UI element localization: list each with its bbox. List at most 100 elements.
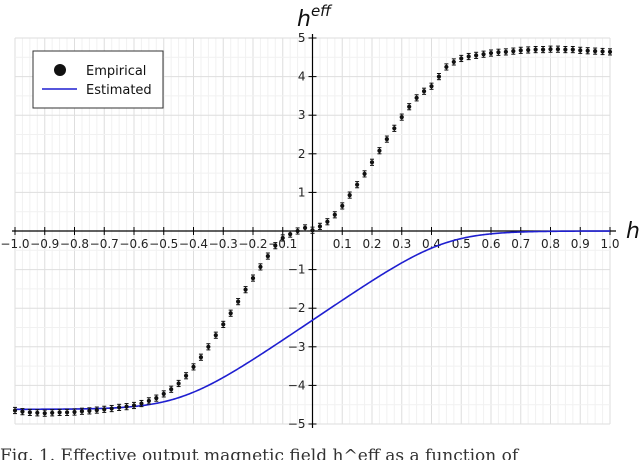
empirical-marker [154, 396, 159, 401]
empirical-point [258, 263, 263, 271]
empirical-point [414, 94, 419, 102]
empirical-point [392, 124, 397, 132]
y-tick-label: −2 [288, 301, 306, 315]
empirical-point [399, 113, 404, 121]
empirical-marker [258, 264, 263, 269]
empirical-point [250, 274, 256, 282]
empirical-marker [585, 48, 590, 53]
empirical-marker [183, 373, 189, 378]
empirical-marker [332, 212, 337, 217]
empirical-point [429, 82, 434, 90]
empirical-point [563, 45, 568, 54]
empirical-point [444, 63, 449, 71]
empirical-point [585, 47, 590, 55]
empirical-marker [436, 74, 442, 79]
empirical-point [72, 408, 77, 416]
empirical-point [12, 406, 18, 415]
empirical-point [183, 372, 189, 380]
empirical-marker [392, 126, 397, 131]
empirical-point [369, 158, 375, 166]
empirical-marker [369, 160, 375, 165]
empirical-marker [280, 235, 285, 241]
empirical-point [503, 48, 508, 56]
empirical-marker [355, 182, 360, 187]
empirical-point [607, 48, 613, 56]
empirical-point [459, 54, 464, 63]
empirical-point [295, 227, 300, 235]
empirical-marker [213, 333, 218, 338]
x-tick-label: −1.0 [0, 237, 29, 251]
empirical-marker [481, 52, 486, 57]
empirical-point [198, 353, 204, 361]
empirical-point [161, 390, 166, 398]
empirical-marker [35, 410, 40, 415]
empirical-point [64, 408, 70, 417]
empirical-marker [518, 48, 523, 53]
y-axis-label: heff [297, 2, 333, 32]
empirical-marker [384, 137, 389, 142]
empirical-marker [325, 219, 330, 224]
empirical-point [384, 135, 389, 143]
x-tick-label: 0.9 [571, 237, 590, 251]
empirical-point [243, 286, 248, 294]
x-tick-label: −0.5 [149, 237, 178, 251]
x-tick-label: −0.4 [179, 237, 208, 251]
empirical-marker [191, 364, 196, 369]
empirical-points-layer [12, 45, 613, 417]
empirical-point [154, 394, 159, 402]
empirical-marker [243, 287, 248, 292]
empirical-point [548, 45, 553, 53]
x-axis-label: h [626, 219, 640, 244]
empirical-point [355, 181, 360, 189]
empirical-marker [206, 344, 211, 349]
empirical-marker [139, 401, 144, 406]
empirical-point [481, 50, 486, 58]
empirical-marker [511, 49, 516, 54]
x-tick-label: −0.2 [238, 237, 267, 251]
empirical-point [42, 409, 47, 417]
y-axis-label-sup: eff [311, 2, 333, 20]
empirical-point [109, 404, 114, 413]
empirical-marker [273, 243, 278, 248]
empirical-marker [169, 387, 174, 392]
empirical-point [191, 363, 196, 371]
empirical-point [593, 47, 598, 55]
empirical-point [102, 405, 107, 413]
x-tick-label: 0.6 [481, 237, 500, 251]
empirical-marker [42, 411, 47, 416]
empirical-marker [377, 148, 382, 153]
empirical-marker [488, 50, 494, 56]
empirical-marker [310, 228, 315, 233]
empirical-marker [526, 47, 531, 53]
empirical-point [526, 46, 531, 54]
empirical-point [57, 408, 62, 417]
empirical-point [265, 252, 270, 260]
empirical-marker [131, 403, 137, 408]
empirical-marker [533, 47, 538, 52]
y-tick-label: −5 [288, 417, 306, 431]
empirical-marker [496, 50, 501, 55]
empirical-point [600, 47, 605, 56]
y-tick-label: −3 [288, 340, 306, 354]
empirical-marker [12, 408, 18, 413]
empirical-marker [124, 404, 129, 409]
empirical-point [377, 147, 382, 155]
empirical-marker [250, 275, 256, 281]
empirical-point [20, 408, 25, 416]
empirical-marker [117, 405, 122, 410]
empirical-point [570, 45, 575, 54]
empirical-marker [444, 64, 449, 70]
empirical-point [340, 202, 345, 210]
empirical-point [302, 224, 308, 232]
y-tick-label: 3 [298, 108, 306, 122]
y-tick-label: 1 [298, 185, 306, 199]
empirical-point [474, 51, 479, 59]
empirical-marker [600, 49, 605, 54]
empirical-point [540, 45, 546, 54]
empirical-point [280, 234, 285, 242]
empirical-point [310, 226, 315, 234]
y-axis-label-base: h [297, 7, 311, 32]
empirical-marker [578, 48, 583, 53]
empirical-marker [414, 95, 419, 100]
